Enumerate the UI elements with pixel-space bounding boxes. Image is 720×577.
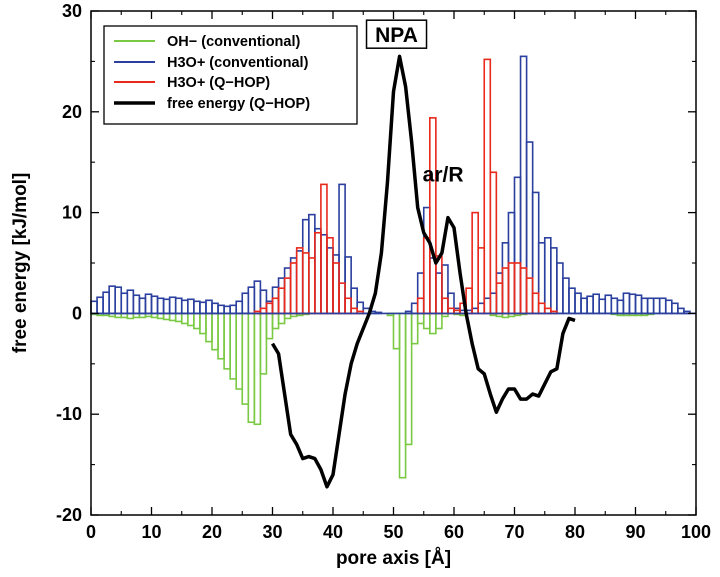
x-tick-label: 90	[625, 522, 645, 542]
annotations: NPA ar/R	[365, 19, 464, 186]
x-tick-label: 30	[262, 522, 282, 542]
legend-label-h3o-conventional: H3O+ (conventional)	[167, 55, 309, 71]
x-axis-label: pore axis [Å]	[336, 548, 451, 569]
npa-annotation-box	[365, 19, 428, 49]
y-tick-labels: -20 -10 0 10 20 30	[56, 1, 82, 525]
y-tick-label: 10	[62, 203, 82, 223]
npa-annotation: NPA	[375, 24, 418, 47]
x-tick-label: 80	[565, 522, 585, 542]
y-tick-label: 30	[62, 1, 82, 21]
x-tick-label: 20	[202, 522, 222, 542]
x-tick-label: 40	[323, 522, 343, 542]
h3o-qhop-histogram	[253, 58, 558, 315]
legend-box	[103, 25, 358, 125]
x-tick-labels: 0 10 20 30 40 50 60 70 80 90 100	[86, 522, 711, 542]
axis-ticks	[90, 10, 697, 516]
x-tick-label: 70	[504, 522, 524, 542]
legend-label-oh-conventional: OH− (conventional)	[167, 34, 301, 50]
x-tick-label: 60	[444, 522, 464, 542]
legend-label-free-energy: free energy (Q−HOP)	[167, 96, 310, 112]
y-tick-label: -20	[56, 505, 82, 525]
y-axis-label: free energy [kJ/mol]	[10, 173, 31, 354]
x-tick-label: 10	[141, 522, 161, 542]
ar-r-annotation: ar/R	[423, 163, 464, 186]
x-tick-label: 0	[86, 522, 96, 542]
free-energy-qhop-line	[270, 54, 576, 489]
x-tick-label: 100	[681, 522, 711, 542]
y-tick-label: 20	[62, 102, 82, 122]
y-tick-label: -10	[56, 404, 82, 424]
y-tick-label: 0	[72, 303, 82, 323]
legend: OH− (conventional) H3O+ (conventional) H…	[103, 25, 358, 125]
x-tick-label: 50	[383, 522, 403, 542]
legend-label-h3o-qhop: H3O+ (Q−HOP)	[167, 75, 270, 91]
